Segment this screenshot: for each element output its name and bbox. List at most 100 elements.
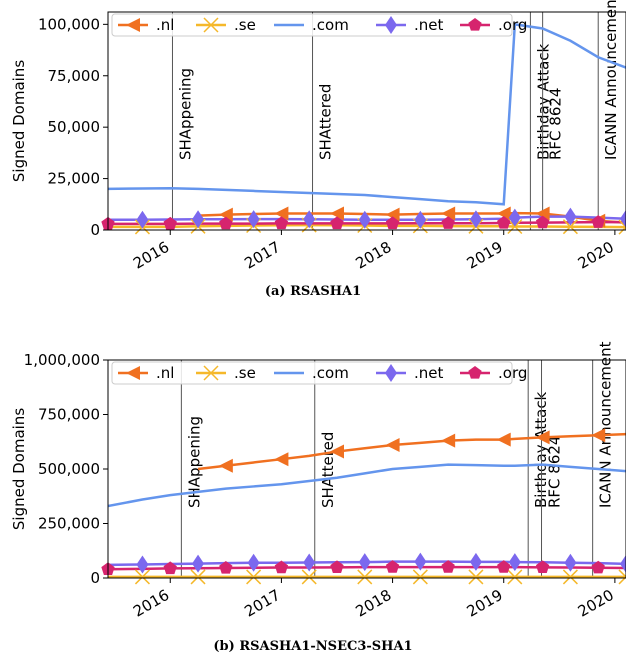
- y-tick-label: 100,000: [38, 15, 100, 33]
- y-tick-label: 75,000: [48, 67, 101, 85]
- series-marker: [441, 433, 456, 448]
- legend-marker: [385, 16, 397, 34]
- legend-label: .org: [498, 16, 527, 34]
- x-tick-label: 2017: [241, 586, 283, 621]
- event-label: RFC 8624: [546, 436, 564, 508]
- series-marker: [564, 207, 577, 226]
- series-marker: [620, 209, 626, 228]
- y-tick-label: 50,000: [48, 118, 101, 136]
- series-marker: [163, 561, 177, 575]
- series-line: [197, 432, 626, 471]
- series-marker: [535, 206, 550, 221]
- series-marker: [218, 207, 233, 222]
- series-marker: [303, 210, 316, 229]
- series-marker: [591, 215, 605, 228]
- series-marker: [385, 216, 400, 230]
- event-label: SHAttered: [319, 432, 337, 508]
- series-marker: [469, 552, 482, 571]
- legend-marker: [385, 364, 397, 382]
- legend-box: [111, 13, 513, 37]
- series-marker: [591, 560, 605, 574]
- series-marker: [219, 216, 233, 230]
- series-marker: [329, 444, 344, 459]
- series-marker: [134, 569, 150, 585]
- series-marker: [508, 553, 521, 572]
- series-marker: [218, 458, 233, 473]
- legend-marker: [468, 366, 482, 379]
- legend-label: .net: [414, 16, 444, 34]
- series-line: [108, 463, 626, 508]
- series-marker: [385, 438, 400, 453]
- series-marker: [618, 219, 626, 235]
- event-label: RFC 8624: [547, 88, 565, 160]
- series-marker: [535, 430, 550, 445]
- series-marker: [330, 216, 344, 230]
- series-line: [108, 22, 626, 206]
- x-tick-label: 2016: [130, 586, 172, 621]
- x-tick-label: 2017: [241, 238, 283, 273]
- series-marker: [496, 432, 511, 447]
- x-tick-label: 2019: [464, 238, 506, 273]
- plot-area: [108, 360, 626, 578]
- series-marker: [618, 569, 626, 585]
- series-marker: [441, 560, 455, 573]
- series-marker: [163, 216, 177, 230]
- series-marker: [303, 553, 316, 572]
- legend-label: .com: [312, 16, 349, 34]
- y-tick-label: 0: [90, 569, 100, 587]
- series-marker: [274, 206, 289, 221]
- series-marker: [358, 210, 371, 229]
- series-marker: [507, 569, 523, 585]
- series-marker: [562, 219, 578, 235]
- y-tick-label: 250,000: [38, 515, 100, 533]
- series-marker: [136, 210, 149, 229]
- series-marker: [274, 452, 289, 467]
- event-label: SHAppening: [176, 68, 194, 160]
- legend-label: .net: [414, 364, 444, 382]
- series-marker: [247, 553, 260, 572]
- y-tick-label: 750,000: [38, 406, 100, 424]
- series-marker: [219, 560, 233, 574]
- series-marker: [330, 560, 344, 573]
- y-axis-label: Signed Domains: [10, 60, 28, 182]
- legend-marker: [203, 17, 219, 33]
- series-marker: [246, 569, 262, 585]
- legend-marker: [126, 18, 140, 32]
- series-marker: [412, 569, 428, 585]
- series-marker: [190, 569, 206, 585]
- series-marker: [496, 206, 511, 221]
- legend-label: .nl: [156, 16, 174, 34]
- series-marker: [497, 560, 511, 573]
- legend-marker: [468, 18, 482, 31]
- series-marker: [564, 553, 577, 572]
- series-marker: [562, 569, 578, 585]
- event-label: ICANN Announcement: [597, 341, 615, 508]
- series-marker: [192, 210, 205, 229]
- plot-frame: [107, 359, 626, 579]
- x-tick-label: 2020: [575, 586, 617, 621]
- legend-label: .com: [312, 364, 349, 382]
- series-marker: [274, 560, 289, 574]
- legend-label: .org: [498, 364, 527, 382]
- series-marker: [497, 216, 511, 229]
- y-axis-label: Signed Domains: [10, 408, 28, 530]
- plot-area: [108, 12, 626, 230]
- series-marker: [136, 555, 149, 574]
- y-tick-label: 25,000: [48, 170, 101, 188]
- series-marker: [247, 210, 260, 229]
- series-marker: [535, 215, 550, 229]
- x-tick-label: 2018: [352, 238, 394, 273]
- event-label: SHAttered: [317, 84, 335, 160]
- series-marker: [192, 554, 205, 573]
- series-marker: [468, 569, 484, 585]
- event-label: ICANN Announcement: [602, 0, 620, 160]
- legend-marker: [203, 365, 219, 381]
- series-marker: [441, 206, 456, 221]
- x-tick-label: 2018: [352, 586, 394, 621]
- legend-marker: [126, 366, 140, 380]
- y-tick-label: 0: [90, 221, 100, 239]
- legend-label: .se: [234, 16, 256, 34]
- series-marker: [385, 560, 400, 573]
- x-tick-label: 2019: [464, 586, 506, 621]
